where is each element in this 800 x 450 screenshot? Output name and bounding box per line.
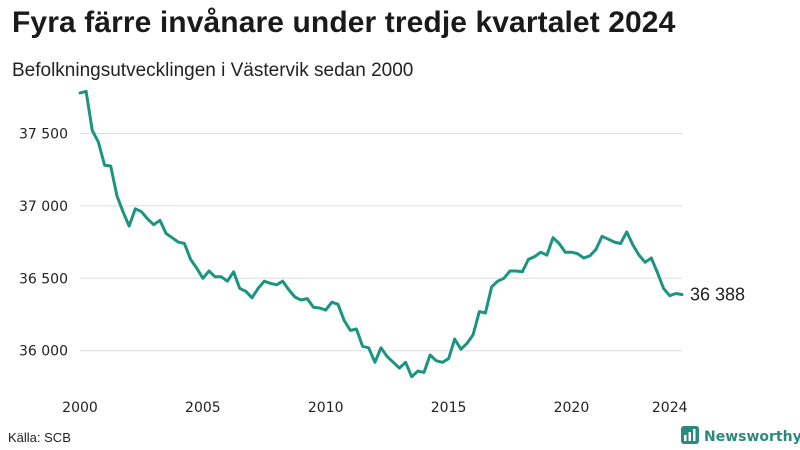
- x-axis-ticks: 2000 2005 2010 2015 2020 2024: [62, 400, 687, 416]
- grid-lines: [80, 132, 682, 352]
- chart-subtitle: Befolkningsutvecklingen i Västervik seda…: [12, 60, 414, 81]
- brand-logo[interactable]: Newsworthy: [681, 425, 800, 449]
- source-note: Källa: SCB: [8, 430, 71, 445]
- x-tick-label: 2010: [308, 400, 344, 416]
- y-tick-label: 37 000: [19, 199, 68, 215]
- population-series-line: [78, 89, 684, 379]
- x-tick-label: 2015: [431, 400, 467, 416]
- last-value-label: 36 388: [690, 284, 745, 304]
- y-tick-label: 37 500: [19, 126, 68, 142]
- y-tick-label: 36 000: [19, 344, 68, 360]
- y-tick-label: 36 500: [19, 271, 68, 287]
- bar-chart-logo-icon: [681, 425, 699, 449]
- brand-name: Newsworthy: [704, 429, 800, 445]
- x-tick-label: 2000: [62, 400, 98, 416]
- x-tick-label: 2020: [554, 400, 590, 416]
- x-tick-label: 2005: [185, 400, 221, 416]
- y-axis-ticks: 36 000 36 500 37 000 37 500: [19, 126, 68, 359]
- chart-title: Fyra färre invånare under tredje kvartal…: [12, 6, 676, 39]
- x-tick-label: 2024: [652, 400, 688, 416]
